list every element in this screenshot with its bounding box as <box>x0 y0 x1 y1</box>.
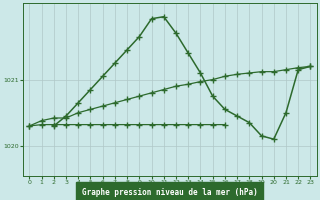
X-axis label: Graphe pression niveau de la mer (hPa): Graphe pression niveau de la mer (hPa) <box>82 188 258 197</box>
